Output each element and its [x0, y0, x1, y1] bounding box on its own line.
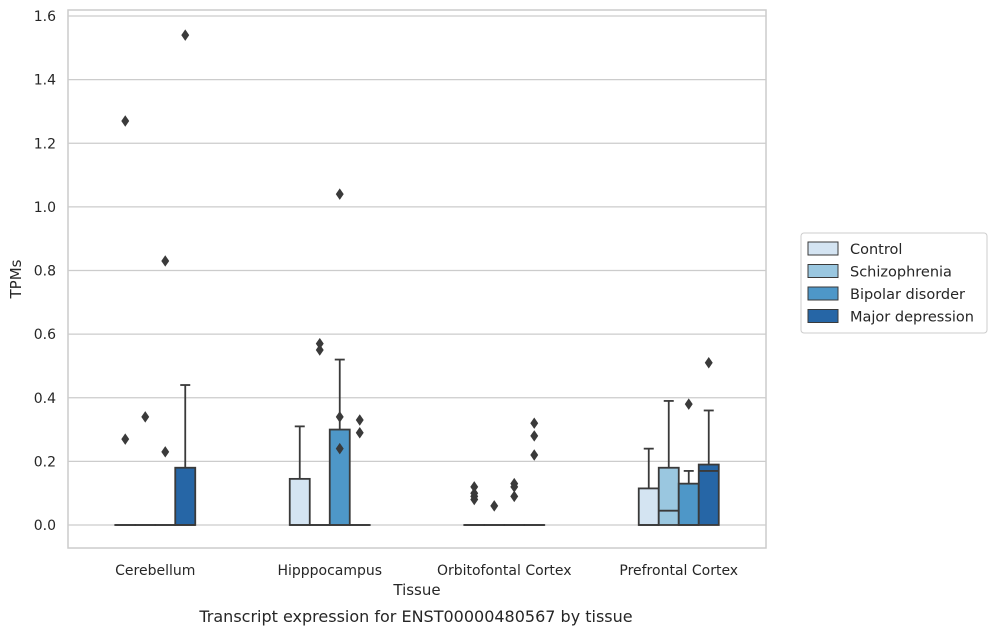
- y-tick-label: 1.0: [34, 200, 56, 216]
- outlier-point: [335, 188, 344, 200]
- outlier-point: [355, 427, 364, 439]
- box-major-depression: [697, 357, 720, 526]
- outlier-point: [121, 433, 130, 445]
- outlier-point: [490, 500, 499, 512]
- plot-frame: [67, 9, 767, 549]
- legend: Control Schizophrenia Bipolar disorder Majo…: [800, 232, 988, 334]
- box-major-depression: [523, 417, 546, 526]
- x-tick-label: Orbitofontal Cortex: [437, 563, 572, 579]
- x-tick-label: Cerebellum: [115, 563, 195, 579]
- outlier-point: [530, 430, 539, 442]
- box-schizophrenia: [657, 400, 680, 526]
- box-major-depression: [174, 29, 197, 526]
- outlier-point: [510, 477, 519, 490]
- y-tick-label: 1.2: [34, 136, 56, 152]
- x-axis-title: Tissue: [392, 581, 440, 599]
- outlier-point: [335, 411, 344, 423]
- legend-swatch: [807, 241, 839, 256]
- outlier-point: [121, 115, 130, 127]
- outlier-point: [470, 481, 479, 493]
- box-control: [637, 447, 660, 526]
- y-axis-title: TPMs: [7, 259, 25, 299]
- box-control: [114, 115, 137, 526]
- y-tick-label: 0.4: [34, 391, 56, 407]
- y-tick-labels: 0.0 0.2 0.4 0.6 0.8 1.0 1.2 1.4 1.6: [34, 9, 56, 534]
- box-body: [637, 487, 660, 526]
- box-control: [463, 481, 486, 526]
- y-tick-label: 1.6: [34, 9, 56, 25]
- legend-label: Bipolar disorder: [850, 287, 965, 303]
- outlier-point: [181, 29, 190, 41]
- outlier-point: [355, 414, 364, 426]
- box-body: [657, 466, 680, 526]
- box-major-depression: [348, 414, 371, 526]
- legend-label: Major depression: [850, 310, 974, 326]
- gridlines: [68, 15, 766, 526]
- outlier-point: [684, 398, 693, 410]
- box-body: [288, 477, 311, 526]
- legend-swatch: [807, 309, 839, 323]
- box-bipolar-disorder: [503, 477, 526, 526]
- outlier-point: [315, 337, 324, 350]
- box-bipolar-disorder: [154, 255, 177, 526]
- box-control: [288, 425, 311, 526]
- box-body: [697, 463, 720, 526]
- outlier-point: [315, 344, 324, 356]
- legend-swatch: [807, 286, 839, 301]
- outlier-point: [510, 490, 519, 503]
- outlier-point: [470, 487, 479, 499]
- legend-label: Schizophrenia: [850, 265, 952, 281]
- x-tick-labels: Cerebellum Hipppocampus Orbitofontal Corte…: [115, 563, 738, 579]
- outlier-point: [335, 442, 344, 455]
- outlier-point: [161, 446, 170, 458]
- box-schizophrenia: [134, 411, 157, 526]
- outlier-point: [141, 411, 150, 423]
- box-body: [174, 466, 197, 526]
- y-tick-label: 0.0: [34, 518, 56, 534]
- x-tick-label: Hipppocampus: [277, 563, 382, 579]
- outlier-point: [704, 357, 713, 369]
- x-tick-label: Prefrontal Cortex: [619, 563, 738, 579]
- legend-label: Control: [850, 242, 902, 258]
- y-tick-label: 0.2: [34, 454, 56, 470]
- legend-swatch: [807, 264, 839, 278]
- outlier-point: [530, 417, 539, 429]
- y-tick-label: 0.6: [34, 327, 56, 343]
- outlier-point: [161, 255, 170, 267]
- box-bipolar-disorder: [328, 188, 351, 526]
- chart-caption: Transcript expression for ENST0000048056…: [198, 607, 632, 626]
- box-schizophrenia: [308, 337, 331, 526]
- box-body: [677, 482, 700, 526]
- legend-frame: [800, 232, 988, 334]
- box-schizophrenia: [483, 500, 506, 526]
- y-tick-label: 1.4: [34, 73, 56, 89]
- y-tick-label: 0.8: [34, 264, 56, 280]
- plot-boxes: [114, 29, 720, 526]
- outlier-point: [530, 449, 539, 461]
